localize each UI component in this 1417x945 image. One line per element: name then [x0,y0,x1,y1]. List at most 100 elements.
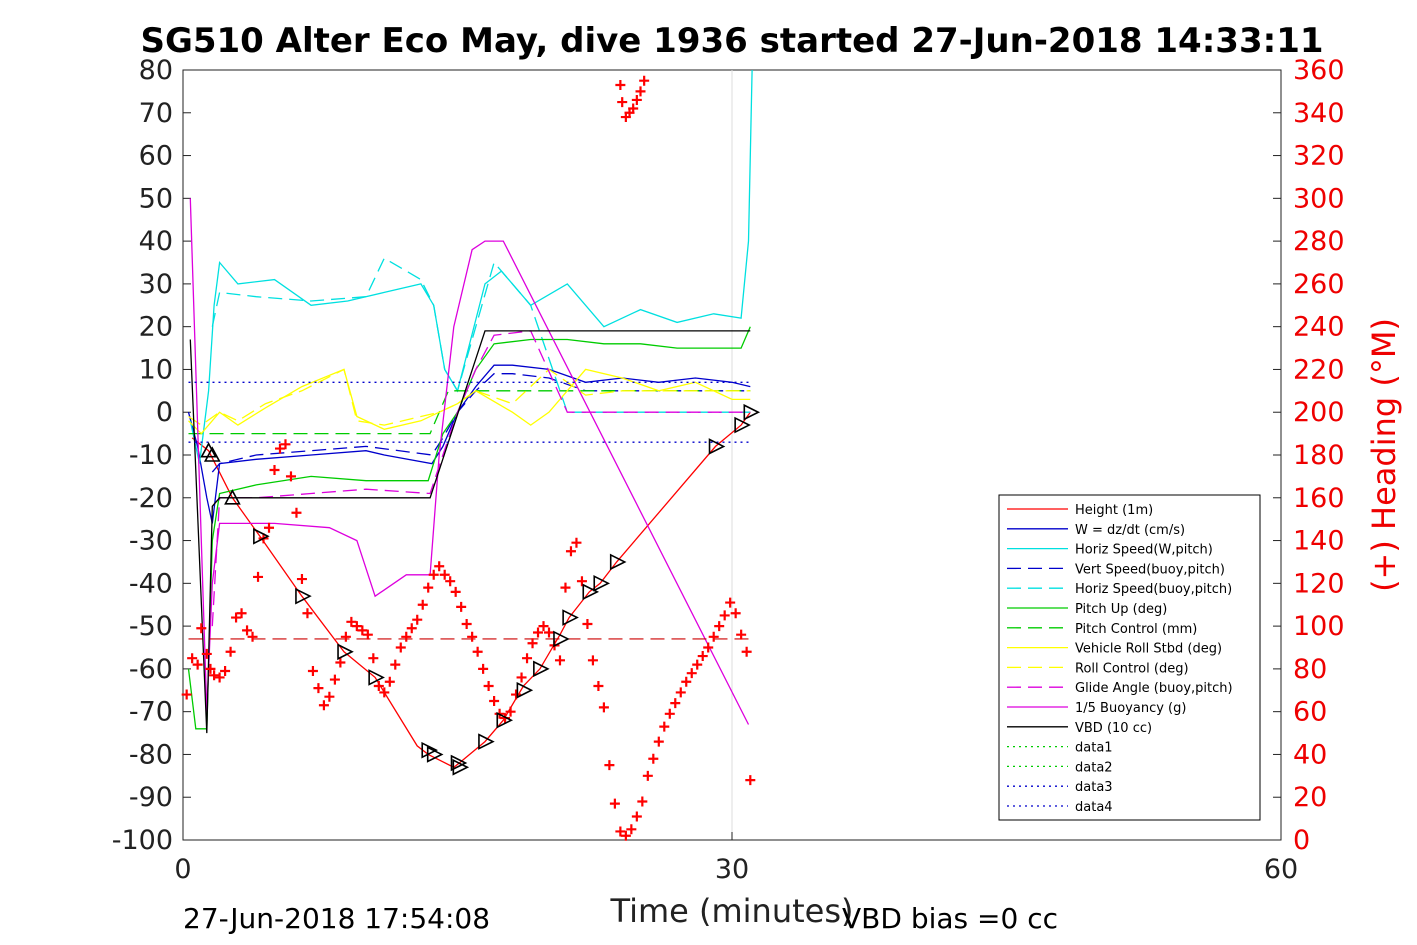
left-tick-label: 80 [139,55,173,86]
right-tick-label: 280 [1293,226,1345,257]
heading-point [384,676,395,687]
heading-point [231,612,242,623]
left-tick-label: 0 [156,397,173,428]
heading-point [736,629,747,640]
series-line-vert-speed-buoy-pitch [211,373,751,473]
heading-point [631,94,642,105]
heading-point [659,721,670,732]
legend-label: W = dz/dt (cm/s) [1075,523,1185,538]
heading-point [351,621,362,632]
right-tick-label: 80 [1293,654,1327,685]
heading-point [340,631,351,642]
x-tick-label: 0 [174,854,191,885]
heading-point [264,522,275,533]
heading-point [205,663,216,674]
heading-point [626,824,637,835]
heading-point [609,798,620,809]
triangle-marker [253,527,270,545]
right-tick-label: 340 [1293,98,1345,129]
heading-point [329,674,340,685]
legend-label: Vert Speed(buoy,pitch) [1075,562,1225,577]
heading-point [423,582,434,593]
heading-point [670,698,681,709]
left-tick-label: -100 [112,825,173,856]
series-line-height-1m [191,411,751,769]
triangle-marker [743,403,761,421]
heading-point [412,614,423,625]
left-tick-label: 50 [139,183,173,214]
heading-point [285,471,296,482]
heading-point [593,681,604,691]
heading-point [631,811,642,822]
heading-point [192,659,203,670]
left-tick-label: 40 [139,226,173,257]
triangle-marker [368,669,385,686]
triangle-marker [582,583,600,601]
bottom-axis: 0 30 60 [174,832,1298,885]
triangle-marker [562,609,579,626]
legend-label: Pitch Control (mm) [1075,622,1197,637]
right-tick-label: 360 [1293,55,1345,86]
right-tick-label: 100 [1293,611,1345,642]
right-axis: 3603403203002802602402202001801601401201… [1273,55,1345,856]
heading-point [730,608,741,619]
heading-point [467,631,478,642]
x-tick-label: 30 [715,854,749,885]
heading-point [269,464,280,475]
heading-point [357,625,368,636]
footer-timestamp: 27-Jun-2018 17:54:08 [183,902,490,935]
heading-point [538,621,549,632]
heading-point [664,708,675,719]
left-axis: 80 70 60 50 40 30 20 10 0 -10 -20 -30 -40 -50 -60 -70 -8… [112,55,191,856]
heading-point [635,86,646,97]
heading-point [247,631,258,642]
footer-vbd-bias: VBD bias =0 cc [842,902,1058,935]
heading-point [220,666,231,677]
series-layer [187,69,753,769]
heading-point [187,653,198,664]
triangle-marker [224,489,241,505]
heading-point [628,103,639,114]
heading-point [434,561,445,572]
heading-point [725,597,736,608]
legend-label: data3 [1075,780,1113,795]
left-tick-label: 20 [139,312,173,343]
heading-point [565,546,576,557]
heading-point [745,775,756,786]
legend-label: Horiz Speed(W,pitch) [1075,543,1213,558]
heading-point [274,443,285,454]
triangle-marker [452,758,470,776]
heading-point [201,648,212,659]
heading-point [489,695,500,706]
heading-point [719,610,730,621]
right-tick-label: 60 [1293,697,1327,728]
triangle-marker [200,442,217,458]
series-line-vbd-10-cc [189,330,751,734]
heading-point [703,642,714,653]
heading-point [196,623,207,634]
triangle-marker [708,438,726,455]
heading-point [571,537,582,548]
series-line-glide-angle-buoy-pitch [211,330,751,627]
legend-label: 1/5 Buoyancy (g) [1075,701,1186,716]
triangle-marker [203,446,221,462]
heading-point [560,582,571,593]
triangle-marker [295,587,312,605]
triangle-marker [553,630,570,648]
left-tick-label: -50 [129,611,173,642]
triangle-marker [421,741,439,759]
right-tick-label: 180 [1293,440,1345,471]
triangle-marker [533,660,550,678]
heading-point [242,625,253,636]
heading-point [483,681,494,691]
heading-point [692,659,703,670]
heading-point [642,770,653,781]
heading-point [741,646,752,657]
triangle-marker [337,643,354,661]
heading-point [253,571,264,582]
series-line-w-dz-dt-cm-s [187,364,751,524]
heading-point [324,691,335,702]
heading-point [617,97,628,108]
heading-point [582,618,593,629]
heading-point [313,683,324,694]
